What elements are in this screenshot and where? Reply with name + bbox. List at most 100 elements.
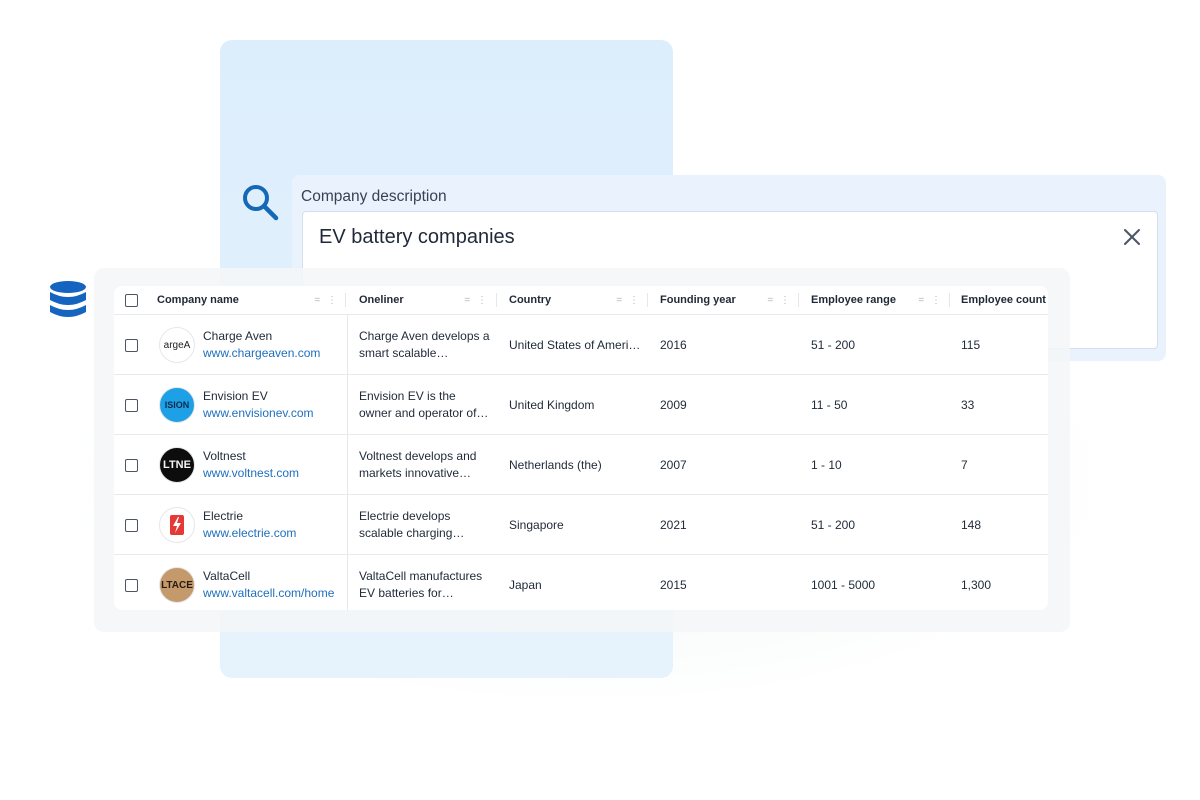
database-icon	[48, 280, 88, 320]
company-cell: LTACE ValtaCell www.valtacell.com/home	[159, 555, 334, 610]
row-select-cell	[125, 315, 138, 375]
country-cell: United Kingdom	[509, 398, 595, 412]
company-logo-text: ISION	[164, 400, 190, 410]
select-all-checkbox[interactable]	[125, 293, 138, 307]
oneliner-cell: Voltnest develops and markets innovative…	[359, 435, 495, 495]
company-url-link[interactable]: www.electrie.com	[203, 526, 297, 540]
row-select-cell	[125, 435, 138, 495]
search-icon	[238, 180, 282, 224]
founding-year-cell: 2015	[660, 578, 687, 592]
oneliner-cell: Electrie develops scalable charging…	[359, 495, 495, 555]
employee-count-cell: 148	[961, 518, 982, 532]
company-url-link[interactable]: www.envisionev.com	[203, 406, 314, 420]
companies-table: Company name = ⋮ Oneliner = ⋮ Country = …	[114, 286, 1048, 610]
lightning-logo-icon	[170, 515, 184, 535]
oneliner-cell: Charge Aven develops a smart scalable…	[359, 315, 495, 375]
row-checkbox[interactable]	[125, 338, 138, 352]
table-row[interactable]: Electrie www.electrie.com Electrie devel…	[114, 494, 1048, 555]
oneliner-line: markets innovative…	[359, 466, 472, 480]
row-checkbox[interactable]	[125, 398, 138, 412]
oneliner-cell: ValtaCell manufactures EV batteries for…	[359, 555, 495, 610]
oneliner-line: Envision EV is the	[359, 389, 456, 403]
company-url-link[interactable]: www.chargeaven.com	[203, 346, 321, 360]
company-logo	[159, 507, 195, 543]
company-name: ValtaCell	[203, 569, 251, 583]
company-name: Electrie	[203, 509, 244, 523]
oneliner-line: Voltnest develops and	[359, 449, 477, 463]
company-cell: LTNE Voltnest www.voltnest.com	[159, 435, 299, 495]
company-name: Voltnest	[203, 449, 246, 463]
employee-range-cell: 1 - 10	[811, 458, 842, 472]
founding-year-cell: 2009	[660, 398, 687, 412]
company-cell: Electrie www.electrie.com	[159, 495, 296, 555]
column-header-label: Employee count	[961, 294, 1046, 306]
company-logo: LTACE	[159, 567, 195, 603]
company-logo-text: LTNE	[163, 459, 191, 471]
column-separator[interactable]	[345, 293, 346, 307]
column-header-employee-range[interactable]: Employee range = ⋮	[811, 286, 951, 314]
employee-count-cell: 115	[961, 338, 981, 352]
oneliner-line: Charge Aven develops a	[359, 329, 490, 343]
column-header-label: Founding year	[660, 294, 736, 306]
country-cell: United States of Ameri…	[509, 338, 641, 352]
country-cell: Netherlands (the)	[509, 458, 602, 472]
employee-range-cell: 11 - 50	[811, 398, 848, 412]
column-menu-icon[interactable]: = ⋮	[616, 295, 641, 306]
table-header: Company name = ⋮ Oneliner = ⋮ Country = …	[114, 286, 1048, 314]
row-checkbox[interactable]	[125, 518, 138, 532]
founding-year-cell: 2007	[660, 458, 687, 472]
oneliner-line: ValtaCell manufactures	[359, 569, 483, 583]
founding-year-cell: 2021	[660, 518, 687, 532]
column-separator[interactable]	[949, 293, 950, 307]
column-separator[interactable]	[647, 293, 648, 307]
column-separator[interactable]	[496, 293, 497, 307]
employee-count-cell: 7	[961, 458, 968, 472]
company-logo: ISION	[159, 387, 195, 423]
company-logo-text: argeA	[163, 339, 191, 351]
table-row[interactable]: ISION Envision EV www.envisionev.com Env…	[114, 374, 1048, 435]
employee-range-cell: 51 - 200	[811, 518, 856, 532]
row-select-cell	[125, 375, 138, 435]
column-header-founding-year[interactable]: Founding year = ⋮	[660, 286, 800, 314]
company-cell: ISION Envision EV www.envisionev.com	[159, 375, 313, 435]
company-url-link[interactable]: www.voltnest.com	[203, 466, 300, 480]
oneliner-line: scalable charging…	[359, 526, 465, 540]
column-separator[interactable]	[798, 293, 799, 307]
column-header-label: Oneliner	[359, 294, 404, 306]
country-cell: Japan	[509, 578, 542, 592]
company-url-link[interactable]: www.valtacell.com/home	[203, 586, 335, 600]
column-menu-icon[interactable]: = ⋮	[767, 295, 792, 306]
company-cell: argeA Charge Aven www.chargeaven.com	[159, 315, 320, 375]
table-row[interactable]: LTACE ValtaCell www.valtacell.com/home V…	[114, 554, 1048, 610]
column-header-employee-count[interactable]: Employee count	[961, 286, 1048, 314]
select-all-cell	[125, 286, 145, 314]
column-header-company-name[interactable]: Company name = ⋮	[157, 286, 347, 314]
employee-count-cell: 33	[961, 398, 975, 412]
column-header-label: Employee range	[811, 294, 896, 306]
row-select-cell	[125, 495, 138, 555]
employee-range-cell: 1001 - 5000	[811, 578, 876, 592]
column-header-label: Country	[509, 294, 552, 306]
founding-year-cell: 2016	[660, 338, 687, 352]
close-icon[interactable]	[1121, 226, 1143, 248]
column-header-country[interactable]: Country = ⋮	[509, 286, 649, 314]
row-checkbox[interactable]	[125, 458, 138, 472]
column-menu-icon[interactable]: = ⋮	[314, 295, 339, 306]
oneliner-cell: Envision EV is the owner and operator of…	[359, 375, 495, 435]
company-name: Charge Aven	[203, 329, 273, 343]
company-logo: LTNE	[159, 447, 195, 483]
company-name: Envision EV	[203, 389, 268, 403]
company-logo-text: LTACE	[161, 579, 193, 591]
oneliner-line: EV batteries for…	[359, 586, 454, 600]
search-input-value[interactable]: EV battery companies	[319, 226, 515, 248]
table-row[interactable]: LTNE Voltnest www.voltnest.com Voltnest …	[114, 434, 1048, 495]
column-menu-icon[interactable]: = ⋮	[464, 295, 489, 306]
company-logo: argeA	[159, 327, 195, 363]
row-checkbox[interactable]	[125, 578, 138, 592]
column-menu-icon[interactable]: = ⋮	[918, 295, 943, 306]
column-header-label: Company name	[157, 294, 239, 306]
column-header-oneliner[interactable]: Oneliner = ⋮	[359, 286, 497, 314]
row-select-cell	[125, 555, 138, 610]
table-row[interactable]: argeA Charge Aven www.chargeaven.com Cha…	[114, 314, 1048, 375]
column-divider	[347, 314, 348, 610]
